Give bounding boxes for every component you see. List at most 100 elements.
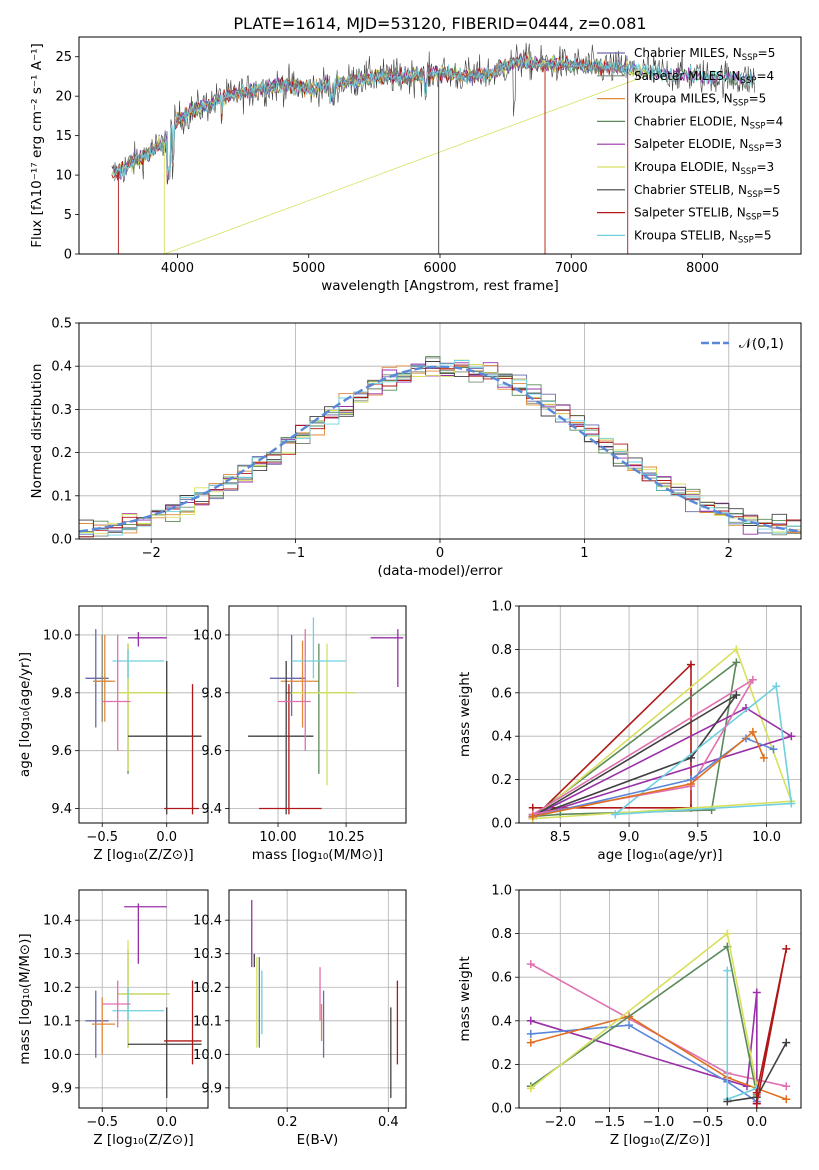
x-tick-label: −0.5 xyxy=(86,830,118,845)
x-tick-label: −0.5 xyxy=(86,1115,118,1130)
x-axis-label: E(B-V) xyxy=(297,1132,339,1148)
y-axis-label: mass [log₁₀(M/M⊙)] xyxy=(17,933,33,1064)
x-axis-label: Z [log₁₀(Z/Z⊙)] xyxy=(610,1132,710,1148)
x-tick-label: 2 xyxy=(725,546,733,561)
plus-marker xyxy=(686,660,695,669)
axes-frame xyxy=(78,36,802,255)
y-tick-label: 9.9 xyxy=(201,1081,222,1096)
series-line xyxy=(532,662,692,820)
plot-area xyxy=(248,617,404,815)
plus-marker xyxy=(526,1016,535,1025)
y-tick-label: 0.5 xyxy=(51,317,72,332)
errorbar-point xyxy=(102,980,131,1028)
x-tick-label: 6000 xyxy=(423,261,456,276)
x-tick-label: 0.0 xyxy=(156,1115,177,1130)
x-axis-label: Z [log₁₀(Z/Z⊙)] xyxy=(93,847,193,863)
legend-entry: Chabrier STELIB, NSSP=5 xyxy=(634,183,781,200)
x-axis-label: mass [log₁₀(M/M⊙)] xyxy=(252,847,383,863)
legend-entry: 𝒩(0,1) xyxy=(739,336,784,352)
y-tick-label: 10.1 xyxy=(43,1014,72,1029)
x-tick-label: −1.0 xyxy=(643,1115,675,1130)
y-tick-label: 15 xyxy=(55,129,72,144)
plus-marker xyxy=(686,779,695,788)
series-line xyxy=(756,948,788,1104)
y-tick-label: 10.0 xyxy=(43,628,72,643)
y-tick-label: 9.6 xyxy=(51,744,72,759)
panel-residuals: −2 −1 0 1 2 0.0 0.1 0.2 0.3 0.4 0.5 (data-model)/er… xyxy=(29,317,802,579)
plus-marker xyxy=(732,658,741,667)
x-tick-label: 0.0 xyxy=(746,1115,767,1130)
errorbar-point xyxy=(128,660,202,815)
y-tick-label: 0.4 xyxy=(51,360,72,375)
y-tick-label: 10.0 xyxy=(43,1048,72,1063)
x-tick-label: 0 xyxy=(436,546,444,561)
errorbar-point xyxy=(278,629,311,751)
y-tick-label: 10.4 xyxy=(43,914,72,929)
y-tick-label: 0.3 xyxy=(51,403,72,418)
series-line xyxy=(532,707,794,818)
axes-frame xyxy=(518,889,802,1109)
y-tick-label: 10.0 xyxy=(193,1048,222,1063)
y-tick-label: 10 xyxy=(55,169,72,184)
series xyxy=(752,944,791,1108)
x-tick-label: 10.00 xyxy=(259,830,296,845)
y-axis-label: mass weight xyxy=(457,956,473,1041)
panel-mass_vs_EBV: 0.2 0.4 9.9 10.0 10.1 10.2 10.3 10.4 E(B-V) xyxy=(193,889,407,1148)
y-tick-label: 0.2 xyxy=(51,446,72,461)
panel-spectrum: 4000 5000 6000 7000 8000 0 5 10 15 20 25 wavelength… xyxy=(29,14,802,294)
y-tick-label: 10.0 xyxy=(193,628,222,643)
y-axis-label: Flux [fλ10⁻¹⁷ erg cm⁻² s⁻¹ A⁻¹] xyxy=(29,43,45,248)
plus-marker xyxy=(723,966,732,975)
x-tick-label: 8000 xyxy=(686,261,719,276)
y-tick-label: 10.2 xyxy=(43,981,72,996)
errorbar-point xyxy=(286,643,355,774)
errorbar-point xyxy=(117,643,170,774)
plus-marker xyxy=(611,810,620,819)
errorbar-point xyxy=(91,997,116,1055)
plus-marker xyxy=(752,988,761,997)
axes-frame xyxy=(78,889,209,1109)
x-tick-label: 4000 xyxy=(161,261,194,276)
errorbar-point xyxy=(117,643,170,771)
y-tick-label: 9.9 xyxy=(51,1081,72,1096)
y-axis-label: mass weight xyxy=(457,672,473,757)
plus-marker xyxy=(625,1021,634,1030)
y-tick-label: 9.4 xyxy=(51,802,72,817)
y-tick-label: 0.2 xyxy=(491,773,512,788)
legend-entry: Kroupa ELODIE, NSSP=3 xyxy=(634,160,774,177)
x-tick-label: 7000 xyxy=(555,261,588,276)
plus-marker xyxy=(732,690,741,699)
errorbar-point xyxy=(117,950,170,1048)
x-tick-label: 0.4 xyxy=(378,1115,399,1130)
plus-marker xyxy=(748,727,757,736)
y-tick-label: 0.0 xyxy=(491,817,512,832)
histogram-step xyxy=(79,364,801,539)
axes-frame xyxy=(228,605,407,824)
y-tick-label: 9.8 xyxy=(51,686,72,701)
plus-marker xyxy=(752,1088,761,1097)
errorbar-point xyxy=(128,632,167,647)
y-tick-label: 0.6 xyxy=(491,686,512,701)
plus-marker xyxy=(723,1097,732,1106)
plus-marker xyxy=(528,812,537,821)
plot-area xyxy=(79,356,801,539)
errorbar-point xyxy=(291,617,347,679)
plus-marker xyxy=(723,929,732,938)
axes-frame xyxy=(228,889,407,1109)
x-axis-label: (data-model)/error xyxy=(377,563,503,579)
histogram-step xyxy=(79,360,801,539)
legend-entry: Salpeter ELODIE, NSSP=3 xyxy=(634,137,782,154)
legend-entry: Salpeter MILES, NSSP=4 xyxy=(634,69,774,86)
series xyxy=(526,929,761,1093)
errorbar-point xyxy=(128,1007,202,1098)
plus-marker xyxy=(772,682,781,691)
plus-marker xyxy=(526,1084,535,1093)
y-tick-label: 0.0 xyxy=(491,1102,512,1117)
plus-marker xyxy=(787,732,796,741)
y-tick-label: 0.8 xyxy=(491,643,512,658)
plus-marker xyxy=(782,944,791,953)
x-axis-label: wavelength [Angstrom, rest frame] xyxy=(321,278,559,294)
x-axis-label: age [log₁₀(age/yr)] xyxy=(597,847,722,863)
plus-marker xyxy=(787,799,796,808)
panel-age_vs_mass: 10.00 10.25 9.4 9.6 9.8 10.0 mass [log₁₀(M/M⊙)… xyxy=(193,605,407,863)
